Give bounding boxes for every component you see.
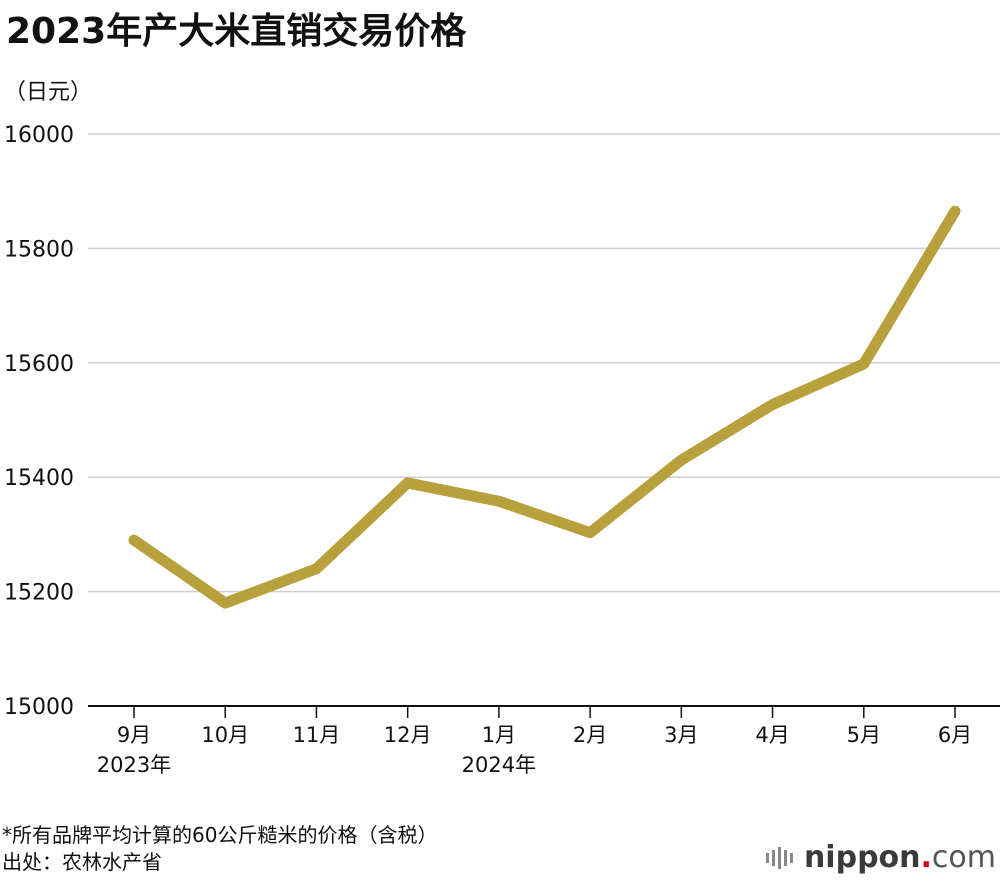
x-tick-label: 9月 (117, 723, 151, 747)
logo-suffix: com (931, 840, 996, 875)
data-point (772, 404, 774, 406)
grid-lines (88, 133, 1000, 707)
x-year-label: 2023年 (97, 753, 171, 777)
x-tick-label: 3月 (664, 723, 698, 747)
page-title: 2023年产大米直销交易价格 (6, 11, 467, 52)
x-year-label: 2024年 (462, 753, 536, 777)
data-point (407, 482, 409, 484)
y-tick-label: 15000 (4, 695, 74, 720)
y-tick-label: 15600 (4, 352, 74, 377)
series-line (128, 205, 961, 609)
series-line-group (128, 205, 961, 609)
data-point (589, 532, 591, 534)
x-tick-label: 12月 (384, 723, 432, 747)
data-point (498, 500, 500, 502)
x-tick-label: 10月 (201, 723, 249, 747)
data-point (315, 568, 317, 570)
x-axis: 9月 2023年 10月 11月 12月 1月 2024年 2月 3月 4月 5月 6月 (97, 706, 972, 777)
x-tick-label: 2月 (573, 723, 607, 747)
logo-name: nippon (803, 840, 921, 875)
footnote-source: 出处：农林水产省 (2, 850, 162, 874)
y-tick-label: 15400 (4, 466, 74, 491)
x-tick-label: 5月 (847, 723, 881, 747)
footnote-note: *所有品牌平均计算的60公斤糙米的价格（含税） (2, 823, 438, 847)
logo-dot: . (920, 840, 932, 875)
x-tick-label: 1月 (482, 723, 516, 747)
x-tick-label: 11月 (293, 723, 341, 747)
data-point (680, 459, 682, 461)
data-point (863, 363, 865, 365)
nippon-logo: nippon. com (765, 840, 996, 875)
y-tick-label: 16000 (4, 123, 74, 148)
logo-bars-icon (765, 846, 796, 869)
data-point (133, 539, 135, 541)
y-axis-unit: （日元） (4, 80, 93, 105)
data-point (224, 602, 226, 604)
y-tick-label: 15800 (4, 237, 74, 262)
y-tick-labels: 15000 15200 15400 15600 15800 16000 (4, 123, 74, 720)
y-tick-label: 15200 (4, 581, 74, 606)
x-tick-label: 4月 (755, 723, 789, 747)
x-tick-label: 6月 (938, 723, 972, 747)
footnote: *所有品牌平均计算的60公斤糙米的价格（含税） 出处：农林水产省 (2, 822, 437, 876)
data-point (954, 210, 956, 212)
